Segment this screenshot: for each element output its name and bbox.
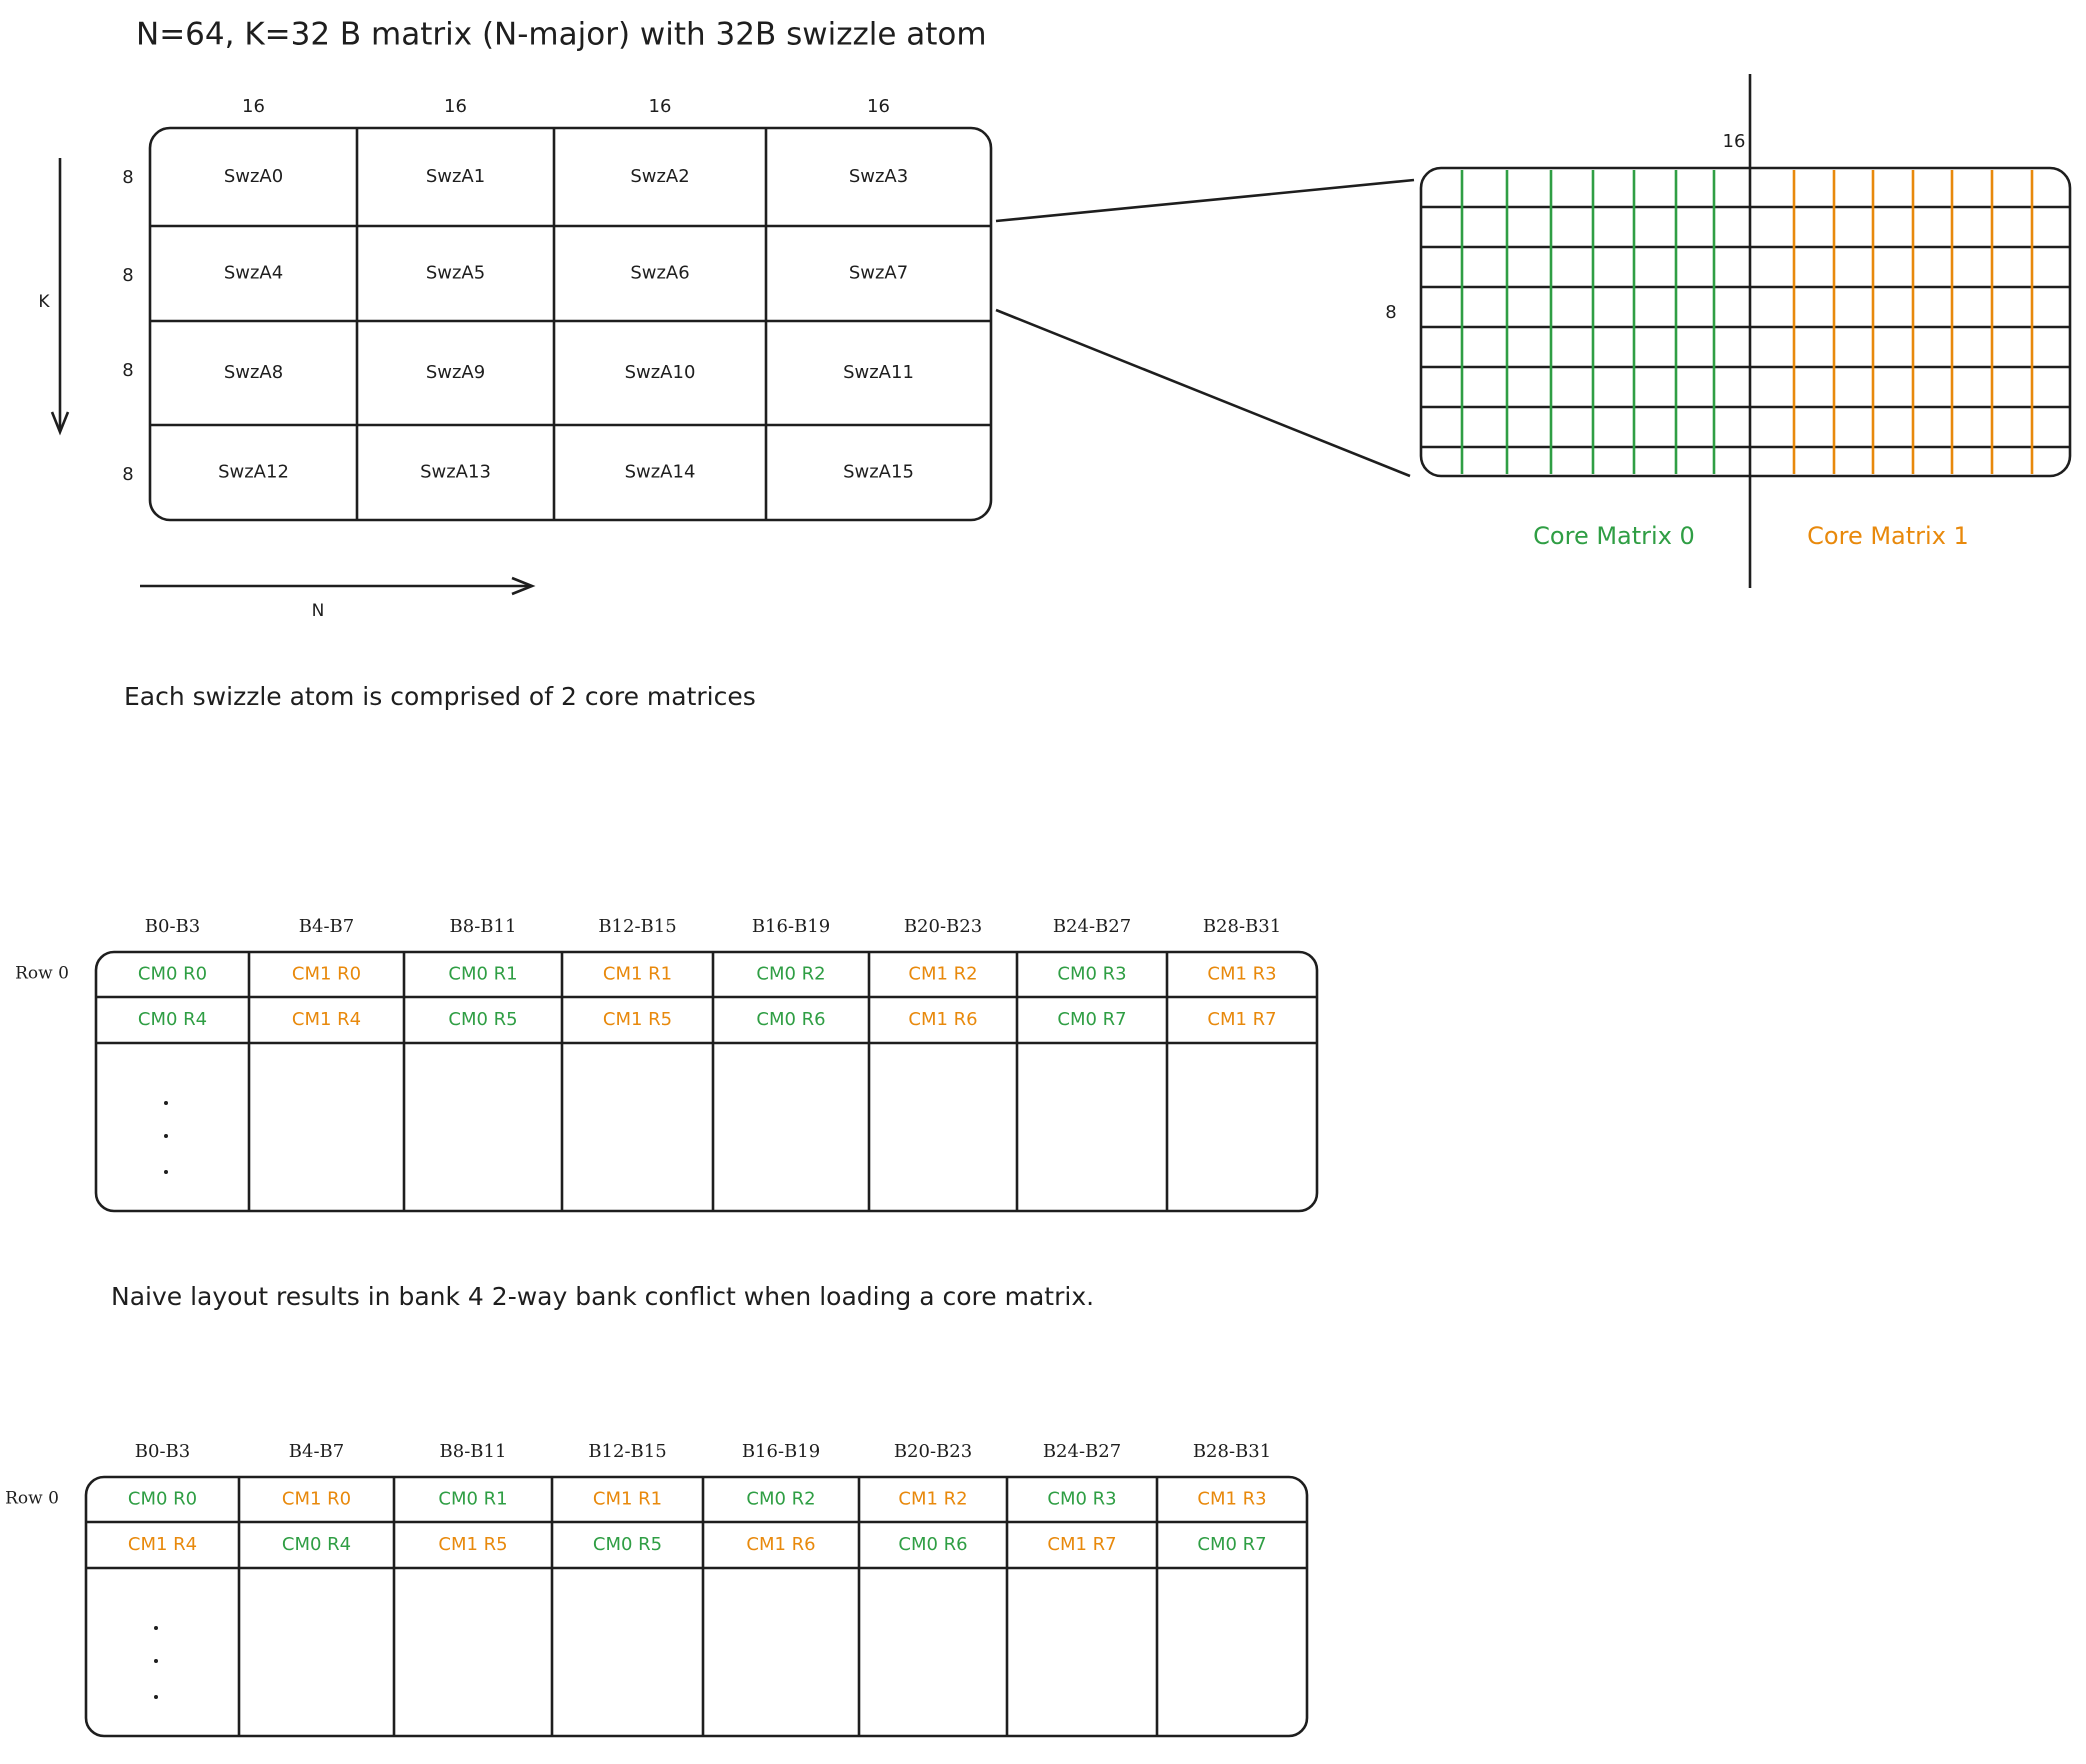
table-box xyxy=(94,950,1319,1213)
table-cell: CM0 R0 xyxy=(128,1489,197,1510)
table-cell: CM1 R3 xyxy=(1207,964,1276,985)
col-label: 16 xyxy=(242,96,265,117)
bank-header: B16-B19 xyxy=(752,916,830,937)
table-cell: CM0 R4 xyxy=(282,1534,351,1555)
table-cell: CM1 R6 xyxy=(746,1534,815,1555)
matrix-cell: SwzA10 xyxy=(625,362,696,383)
ellipsis-dot xyxy=(164,1170,168,1174)
table-cell: CM0 R3 xyxy=(1057,964,1126,985)
matrix-cell: SwzA15 xyxy=(843,462,914,483)
table-cell: CM1 R1 xyxy=(593,1489,662,1510)
bank-header: B16-B19 xyxy=(742,1441,820,1462)
zoom-box xyxy=(1419,166,2072,478)
ellipsis-dot xyxy=(164,1101,168,1105)
table-cell: CM1 R4 xyxy=(292,1009,361,1030)
table-cell: CM0 R0 xyxy=(138,964,207,985)
n-label: N xyxy=(312,601,325,621)
bank-header: B0-B3 xyxy=(145,916,200,937)
bank-header: B8-B11 xyxy=(440,1441,507,1462)
table-cell: CM1 R2 xyxy=(898,1489,967,1510)
bank-header: B0-B3 xyxy=(135,1441,190,1462)
k-arrowhead xyxy=(50,411,70,436)
table-cell: CM0 R1 xyxy=(438,1489,507,1510)
table-cell: CM0 R3 xyxy=(1047,1489,1116,1510)
table-cell: CM1 R0 xyxy=(292,964,361,985)
table-cell: CM1 R7 xyxy=(1047,1534,1116,1555)
connector xyxy=(995,178,1415,223)
matrix-cell: SwzA14 xyxy=(625,462,696,483)
zoom-width-label: 16 xyxy=(1723,131,1746,152)
matrix-cell: SwzA8 xyxy=(224,362,283,383)
matrix-cell: SwzA13 xyxy=(420,462,491,483)
bank-header: B4-B7 xyxy=(289,1441,344,1462)
bank-header: B20-B23 xyxy=(894,1441,972,1462)
core-label: Core Matrix 1 xyxy=(1807,522,1969,550)
table-cell: CM1 R6 xyxy=(908,1009,977,1030)
table-cell: CM1 R0 xyxy=(282,1489,351,1510)
matrix-cell: SwzA9 xyxy=(426,362,485,383)
table-cell: CM0 R7 xyxy=(1197,1534,1266,1555)
col-label: 16 xyxy=(444,96,467,117)
table-cell: CM1 R7 xyxy=(1207,1009,1276,1030)
bank-header: B12-B15 xyxy=(588,1441,666,1462)
table-cell: CM0 R6 xyxy=(756,1009,825,1030)
matrix-cell: SwzA2 xyxy=(630,166,689,187)
caption: Naive layout results in bank 4 2-way ban… xyxy=(111,1282,1094,1311)
row-label: 8 xyxy=(122,360,133,381)
table-box xyxy=(84,1475,1309,1738)
matrix-cell: SwzA12 xyxy=(218,462,289,483)
bank-header: B28-B31 xyxy=(1203,916,1281,937)
row-label: 8 xyxy=(122,464,133,485)
table-cell: CM0 R7 xyxy=(1057,1009,1126,1030)
caption: Each swizzle atom is comprised of 2 core… xyxy=(124,682,756,711)
ellipsis-dot xyxy=(164,1134,168,1138)
title: N=64, K=32 B matrix (N-major) with 32B s… xyxy=(136,17,987,53)
ellipsis-dot xyxy=(154,1695,158,1699)
n-arrowhead xyxy=(511,576,536,596)
zoom-height-label: 8 xyxy=(1385,302,1396,323)
bank-header: B24-B27 xyxy=(1043,1441,1121,1462)
matrix-cell: SwzA1 xyxy=(426,166,485,187)
bank-header: B28-B31 xyxy=(1193,1441,1271,1462)
table-cell: CM1 R5 xyxy=(438,1534,507,1555)
matrix-cell: SwzA5 xyxy=(426,263,485,284)
matrix-cell: SwzA4 xyxy=(224,263,283,284)
table-cell: CM0 R2 xyxy=(746,1489,815,1510)
bank-header: B12-B15 xyxy=(598,916,676,937)
table-cell: CM0 R5 xyxy=(448,1009,517,1030)
row-label: Row 0 xyxy=(5,1489,59,1509)
col-label: 16 xyxy=(649,96,672,117)
matrix-cell: SwzA11 xyxy=(843,362,914,383)
bank-header: B24-B27 xyxy=(1053,916,1131,937)
table-cell: CM1 R1 xyxy=(603,964,672,985)
matrix-cell: SwzA3 xyxy=(849,166,908,187)
core-label: Core Matrix 0 xyxy=(1533,522,1695,550)
matrix-box xyxy=(148,126,993,522)
connector xyxy=(995,308,1411,478)
row-label: 8 xyxy=(122,265,133,286)
table-cell: CM1 R3 xyxy=(1197,1489,1266,1510)
table-cell: CM1 R4 xyxy=(128,1534,197,1555)
matrix-cell: SwzA7 xyxy=(849,263,908,284)
table-cell: CM0 R2 xyxy=(756,964,825,985)
bank-header: B4-B7 xyxy=(299,916,354,937)
bank-header: B20-B23 xyxy=(904,916,982,937)
ellipsis-dot xyxy=(154,1659,158,1663)
ellipsis-dot xyxy=(154,1626,158,1630)
table-cell: CM1 R5 xyxy=(603,1009,672,1030)
table-cell: CM0 R6 xyxy=(898,1534,967,1555)
table-cell: CM0 R5 xyxy=(593,1534,662,1555)
col-label: 16 xyxy=(867,96,890,117)
table-cell: CM1 R2 xyxy=(908,964,977,985)
matrix-cell: SwzA0 xyxy=(224,166,283,187)
row-label: Row 0 xyxy=(15,964,69,984)
matrix-cell: SwzA6 xyxy=(630,263,689,284)
table-cell: CM0 R1 xyxy=(448,964,517,985)
table-cell: CM0 R4 xyxy=(138,1009,207,1030)
row-label: 8 xyxy=(122,167,133,188)
k-label: K xyxy=(38,292,50,312)
bank-header: B8-B11 xyxy=(450,916,517,937)
